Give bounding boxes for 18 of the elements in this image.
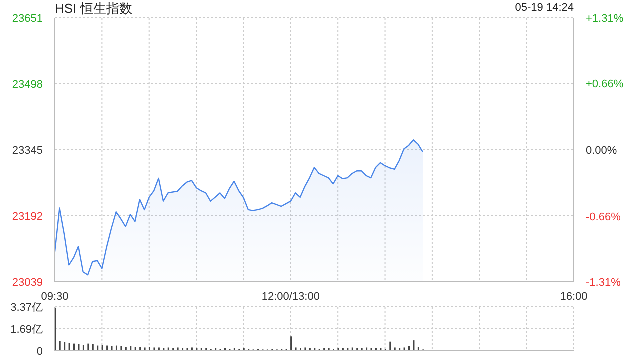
y-tick-label: 23039 (12, 277, 43, 289)
text: 05-19 14:24 (515, 2, 574, 14)
y2-tick-label: 0.00% (586, 145, 618, 157)
y-tick-label: 23192 (12, 211, 43, 223)
y2-tick-label: -1.31% (586, 277, 622, 289)
y2-tick-label: +0.66% (586, 78, 624, 90)
y-tick-label: 23345 (12, 145, 43, 157)
y2-tick-label: +1.31% (586, 13, 624, 25)
x-tick-label: 12:00/13:00 (262, 291, 320, 303)
y-tick-label: 1.69亿 (10, 324, 43, 336)
x-tick-label: 16:00 (560, 291, 588, 303)
y-tick-label: 3.37亿 (10, 302, 43, 314)
y-tick-label: 23498 (12, 79, 43, 91)
x-tick-label: 09:30 (41, 291, 69, 303)
chart-title: HSI 恒生指数 (55, 0, 132, 18)
y-tick-label: 0 (36, 346, 43, 358)
y2-tick-label: -0.66% (586, 212, 622, 224)
y-tick-label: 23651 (12, 13, 43, 25)
